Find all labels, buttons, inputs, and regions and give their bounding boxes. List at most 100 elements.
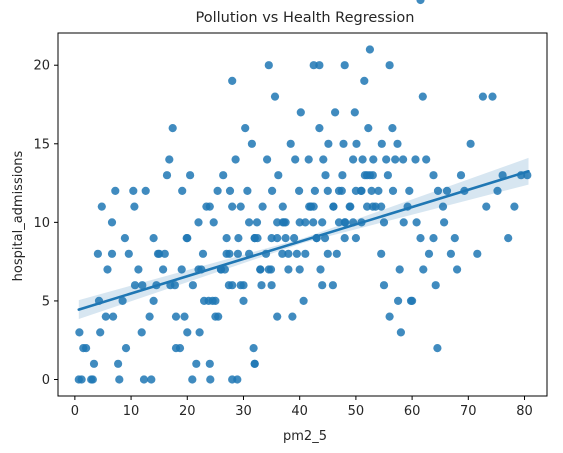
data-point — [149, 234, 158, 243]
data-point — [188, 375, 197, 384]
data-point — [267, 281, 276, 290]
data-point — [321, 171, 330, 180]
y-tick-label: 5 — [42, 294, 50, 309]
data-point — [377, 202, 386, 211]
data-point — [292, 249, 301, 258]
data-point — [281, 234, 290, 243]
data-point — [115, 375, 124, 384]
data-point — [323, 186, 332, 195]
data-point — [177, 265, 186, 274]
data-point — [450, 234, 459, 243]
data-point — [339, 139, 348, 148]
data-point — [306, 202, 315, 211]
data-point — [374, 186, 383, 195]
data-point — [256, 265, 265, 274]
data-point — [130, 202, 139, 211]
data-point — [422, 155, 431, 164]
data-point — [365, 45, 374, 54]
data-point — [412, 218, 421, 227]
data-point — [419, 265, 428, 274]
y-tick-label: 10 — [33, 216, 50, 231]
data-point — [288, 312, 297, 321]
data-point — [388, 186, 398, 195]
data-point — [137, 328, 146, 337]
data-point — [159, 265, 168, 274]
data-point — [141, 186, 150, 195]
data-point — [363, 171, 372, 180]
data-point — [315, 61, 324, 70]
data-point — [180, 312, 189, 321]
data-point — [243, 186, 252, 195]
data-point — [301, 249, 310, 258]
data-point — [134, 265, 143, 274]
data-point — [352, 139, 361, 148]
data-point — [429, 171, 438, 180]
data-point — [399, 155, 408, 164]
data-point — [324, 139, 333, 148]
data-point — [231, 155, 240, 164]
data-point — [268, 186, 277, 195]
data-point — [82, 344, 91, 353]
data-point — [456, 171, 466, 180]
plot-frame — [57, 32, 548, 397]
data-point — [257, 281, 266, 290]
data-point — [334, 218, 344, 227]
data-point — [351, 234, 360, 243]
data-point — [183, 234, 192, 243]
data-point — [396, 328, 405, 337]
data-point — [194, 218, 203, 227]
data-point — [96, 328, 105, 337]
data-point — [442, 186, 452, 195]
x-tick-label: 20 — [179, 404, 196, 419]
data-point — [258, 202, 267, 211]
data-point — [107, 249, 117, 258]
data-point — [488, 92, 497, 101]
data-point — [109, 312, 118, 321]
x-tick-label: 30 — [235, 404, 252, 419]
data-point — [145, 312, 154, 321]
data-point — [118, 296, 127, 305]
data-point — [107, 218, 117, 227]
data-point — [160, 249, 169, 258]
data-point — [278, 202, 287, 211]
data-point — [186, 171, 195, 180]
confidence-band — [78, 157, 529, 319]
data-point — [296, 108, 305, 117]
data-point — [393, 139, 402, 148]
data-point — [377, 249, 386, 258]
x-axis-label: pm2_5 — [283, 429, 327, 444]
data-point — [438, 202, 448, 211]
x-tick-label: 70 — [460, 404, 477, 419]
data-point — [192, 359, 201, 368]
data-point — [247, 139, 256, 148]
data-point — [399, 218, 408, 227]
data-point — [263, 155, 272, 164]
data-point — [236, 202, 245, 211]
x-tick-label: 60 — [404, 404, 421, 419]
data-point — [124, 249, 133, 258]
data-point — [249, 344, 258, 353]
data-point — [340, 61, 349, 70]
data-point — [418, 92, 427, 101]
data-point — [309, 218, 318, 227]
data-point — [364, 124, 373, 133]
data-point — [290, 234, 299, 243]
data-point — [358, 155, 367, 164]
x-axis: 0 10 20 30 40 50 60 70 80 — [71, 396, 533, 419]
x-tick-label: 0 — [71, 404, 79, 419]
x-tick-label: 50 — [348, 404, 365, 419]
chart-title: Pollution vs Health Regression — [195, 10, 414, 26]
data-points — [74, 0, 532, 384]
data-point — [198, 249, 208, 258]
data-point — [360, 76, 369, 85]
data-point — [250, 234, 259, 243]
data-point — [383, 171, 392, 180]
data-point — [168, 124, 177, 133]
data-point — [130, 281, 140, 290]
data-point — [482, 202, 491, 211]
data-point — [241, 124, 250, 133]
data-point — [301, 218, 310, 227]
data-point — [433, 344, 442, 353]
data-point — [295, 265, 304, 274]
data-point — [183, 328, 192, 337]
